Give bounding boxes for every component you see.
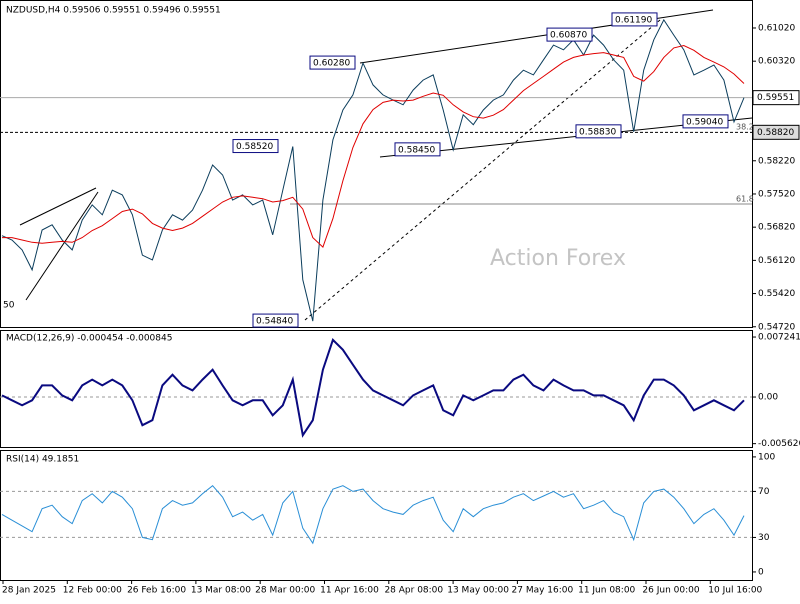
y-tick-label: 0.00 <box>758 393 778 403</box>
y-tick-label: 30 <box>758 533 770 543</box>
x-tick-label: 28 Mar 00:00 <box>255 586 315 596</box>
x-tick-label: 28 Apr 08:00 <box>384 586 443 596</box>
y-tick-label: 0.007241 <box>758 333 800 343</box>
fib-label: 61.8 <box>736 195 754 204</box>
x-tick-label: 11 Jun 08:00 <box>578 586 635 596</box>
annotation-box <box>611 12 658 27</box>
x-tick-label: 26 Jun 00:00 <box>642 586 699 596</box>
y-tick-label: 0.56820 <box>758 223 795 233</box>
x-tick-label: 13 May 00:00 <box>447 586 509 596</box>
annotation-box <box>575 124 622 139</box>
x-tick-label: 26 Feb 16:00 <box>127 586 186 596</box>
x-tick-label: 10 Jul 16:00 <box>708 586 762 596</box>
annotation-label: 50 <box>3 301 15 311</box>
trend-line <box>25 191 99 301</box>
fib-label: 38.2 <box>736 123 754 132</box>
rsi-panel <box>0 450 753 581</box>
price-level-label: 0.59551 <box>757 93 794 103</box>
y-tick-label: 70 <box>758 487 770 497</box>
rsi-title: RSI(14) 49.1851 <box>6 455 79 465</box>
annotation-box <box>232 139 279 154</box>
y-tick-label: 0.61020 <box>758 23 795 33</box>
annotation-label: 0.59040 <box>686 117 723 127</box>
price-level-label: 0.58820 <box>757 128 794 138</box>
annotation-label: 0.58830 <box>579 127 616 137</box>
annotation-box <box>252 313 299 328</box>
x-tick-label: 27 May 16:00 <box>512 586 574 596</box>
y-tick-label: 0 <box>758 567 764 577</box>
watermark: Action Forex <box>490 246 626 271</box>
macd-title: MACD(12,26,9) -0.000454 -0.000845 <box>6 334 172 344</box>
series-line <box>1 485 745 545</box>
x-tick-label: 11 Apr 16:00 <box>320 586 379 596</box>
x-tick-label: 13 Mar 08:00 <box>191 586 251 596</box>
y-tick-label: 0.60320 <box>758 57 795 67</box>
annotation-box <box>394 142 441 157</box>
x-tick-label: 28 Jan 2025 <box>2 586 56 596</box>
series-line <box>2 44 745 248</box>
price-panel <box>0 0 753 328</box>
annotation-box <box>682 114 729 129</box>
y-tick-label: 0.58220 <box>758 156 795 166</box>
macd-panel <box>0 330 753 448</box>
annotation-label: 0.61190 <box>615 15 652 25</box>
y-tick-label: -0.005626 <box>758 439 800 449</box>
y-tick-label: 0.55420 <box>758 289 795 299</box>
annotation-box <box>309 55 356 70</box>
annotation-label: 0.58450 <box>398 145 435 155</box>
price-level-box <box>752 90 800 106</box>
series-line <box>1 18 745 322</box>
annotation-label: 0.54840 <box>256 317 293 327</box>
y-tick-label: 0.54720 <box>758 322 795 332</box>
x-tick-label: 12 Feb 00:00 <box>63 586 122 596</box>
annotation-box <box>546 27 593 42</box>
annotation-label: 0.60280 <box>313 59 350 69</box>
y-tick-label: 0.56120 <box>758 256 795 266</box>
annotation-label: 0.60870 <box>550 31 587 41</box>
price-level-box <box>752 124 800 140</box>
y-tick-label: 100 <box>758 452 775 462</box>
annotation-label: 0.58520 <box>236 142 273 152</box>
series-line <box>1 338 745 438</box>
y-tick-label: 0.57520 <box>758 189 795 199</box>
trend-line <box>19 187 97 226</box>
chart-title: NZDUSD,H4 0.59506 0.59551 0.59496 0.5955… <box>6 6 221 16</box>
